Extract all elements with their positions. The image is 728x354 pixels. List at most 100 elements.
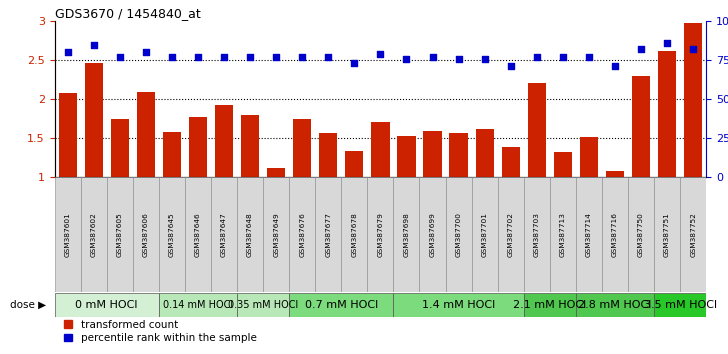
Bar <box>371 122 389 177</box>
Bar <box>654 293 706 317</box>
Point <box>349 61 360 66</box>
Point <box>531 54 542 60</box>
Text: GSM387713: GSM387713 <box>560 212 566 257</box>
Text: GSM387676: GSM387676 <box>299 212 305 257</box>
Bar <box>632 76 650 177</box>
Text: dose ▶: dose ▶ <box>10 300 47 310</box>
Text: 0.14 mM HOCl: 0.14 mM HOCl <box>163 300 233 310</box>
Bar <box>658 51 676 177</box>
Bar <box>345 150 363 177</box>
Bar <box>523 293 576 317</box>
Bar <box>58 93 76 177</box>
Text: GSM387703: GSM387703 <box>534 212 539 257</box>
Text: GSM387700: GSM387700 <box>456 212 462 257</box>
Point <box>635 46 646 52</box>
Bar <box>107 177 132 292</box>
Bar <box>576 293 654 317</box>
Bar <box>498 177 523 292</box>
Point <box>114 54 126 60</box>
Bar <box>263 177 289 292</box>
Point <box>505 64 517 69</box>
Text: GSM387648: GSM387648 <box>247 212 253 257</box>
Text: 2.1 mM HOCl: 2.1 mM HOCl <box>513 300 587 310</box>
Bar <box>185 177 211 292</box>
Bar <box>449 133 467 177</box>
Text: 0 mM HOCl: 0 mM HOCl <box>76 300 138 310</box>
Point <box>88 42 100 47</box>
Bar <box>315 177 341 292</box>
Text: GSM387645: GSM387645 <box>169 212 175 257</box>
Bar <box>84 63 103 177</box>
Text: GSM387649: GSM387649 <box>273 212 279 257</box>
Point <box>270 54 282 60</box>
Bar <box>523 177 550 292</box>
Point <box>479 56 491 62</box>
Point <box>583 54 595 60</box>
Bar <box>159 293 237 317</box>
Bar <box>267 168 285 177</box>
Point <box>166 54 178 60</box>
Bar <box>424 131 442 177</box>
Bar <box>393 177 419 292</box>
Text: GDS3670 / 1454840_at: GDS3670 / 1454840_at <box>55 7 200 20</box>
Bar <box>289 293 393 317</box>
Bar <box>237 177 263 292</box>
Text: GSM387601: GSM387601 <box>65 212 71 257</box>
Bar <box>341 177 368 292</box>
Bar <box>472 177 498 292</box>
Bar <box>654 177 680 292</box>
Bar <box>55 177 81 292</box>
Bar <box>159 177 185 292</box>
Bar <box>111 119 129 177</box>
Text: GSM387646: GSM387646 <box>195 212 201 257</box>
Bar <box>132 177 159 292</box>
Point <box>296 54 308 60</box>
Text: GSM387702: GSM387702 <box>507 212 514 257</box>
Text: 1.4 mM HOCl: 1.4 mM HOCl <box>422 300 495 310</box>
Text: GSM387679: GSM387679 <box>377 212 384 257</box>
Text: GSM387751: GSM387751 <box>664 212 670 257</box>
Bar <box>293 119 312 177</box>
Bar <box>211 177 237 292</box>
Text: 3.5 mM HOCl: 3.5 mM HOCl <box>644 300 716 310</box>
Bar <box>446 177 472 292</box>
Bar <box>319 133 337 177</box>
Bar <box>55 293 159 317</box>
Bar <box>602 177 628 292</box>
Point <box>140 50 151 55</box>
Bar <box>393 293 523 317</box>
Text: 2.8 mM HOCl: 2.8 mM HOCl <box>578 300 652 310</box>
Point <box>245 54 256 60</box>
Text: GSM387716: GSM387716 <box>612 212 618 257</box>
Text: GSM387752: GSM387752 <box>690 212 696 257</box>
Text: GSM387698: GSM387698 <box>403 212 409 257</box>
Bar <box>502 147 520 177</box>
Bar <box>528 83 546 177</box>
Text: GSM387606: GSM387606 <box>143 212 149 257</box>
Text: 0.7 mM HOCl: 0.7 mM HOCl <box>304 300 378 310</box>
Bar <box>81 177 107 292</box>
Point <box>400 56 412 62</box>
Bar <box>628 177 654 292</box>
Text: GSM387602: GSM387602 <box>91 212 97 257</box>
Point <box>453 56 464 62</box>
Text: GSM387699: GSM387699 <box>430 212 435 257</box>
Bar <box>554 152 572 177</box>
Bar <box>550 177 576 292</box>
Point <box>427 54 438 60</box>
Text: GSM387750: GSM387750 <box>638 212 644 257</box>
Bar <box>606 171 624 177</box>
Bar <box>189 117 207 177</box>
Point <box>557 54 569 60</box>
Bar <box>215 104 233 177</box>
Text: 0.35 mM HOCl: 0.35 mM HOCl <box>228 300 298 310</box>
Point <box>192 54 204 60</box>
Bar <box>684 23 703 177</box>
Text: GSM387714: GSM387714 <box>586 212 592 257</box>
Point <box>375 51 387 57</box>
Bar <box>576 177 602 292</box>
Bar <box>680 177 706 292</box>
Text: GSM387605: GSM387605 <box>116 212 123 257</box>
Point <box>323 54 334 60</box>
Bar <box>163 132 181 177</box>
